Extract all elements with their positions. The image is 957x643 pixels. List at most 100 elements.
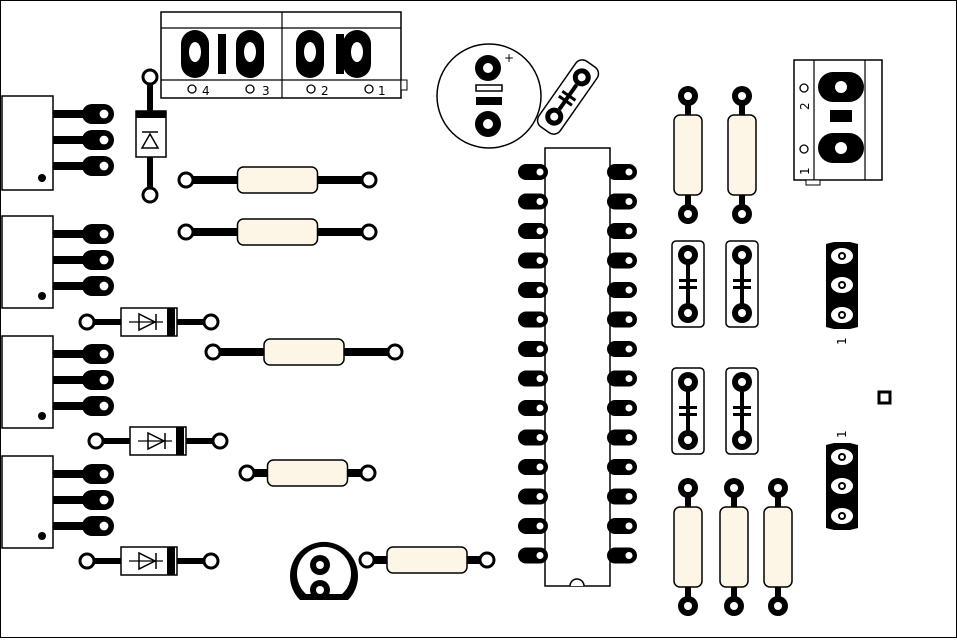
terminal-label-4: 4 [202, 84, 210, 98]
terminal-block-4pin: 4 3 2 1 [160, 11, 408, 99]
module-pin-3 [82, 276, 114, 296]
ic-pin-left-8 [518, 370, 548, 387]
module-pin-3 [82, 156, 114, 176]
solder-pad [678, 303, 698, 323]
ic-pin-right-13 [607, 518, 637, 534]
ic-pin-right-12 [607, 488, 637, 505]
module-pin-2 [82, 490, 114, 510]
ic-pin-right-10 [607, 429, 637, 446]
power-module-1 [1, 95, 114, 191]
ring-pad [78, 313, 96, 331]
tilted-capacitor [536, 59, 600, 135]
ring-pad [78, 552, 96, 570]
ic-socket-28pin [518, 147, 637, 587]
power-module-3 [1, 335, 114, 429]
module-pin-1 [82, 344, 114, 364]
ring-pad [360, 171, 378, 189]
ring-pad [204, 343, 222, 361]
ic-pin-right-9 [607, 400, 637, 416]
ring-pad [359, 464, 377, 482]
ic-pin-left-5 [518, 282, 548, 298]
ic-pin-right-14 [607, 547, 637, 564]
connector-label-2: 2 [798, 102, 812, 110]
terminal-divider-1 [336, 34, 344, 74]
module-pin-3 [82, 516, 114, 536]
solder-pad [724, 478, 744, 498]
ic-pin-left-12 [518, 488, 548, 505]
ceramic-capacitor-1 [671, 240, 705, 328]
terminal-divider-0 [218, 34, 226, 74]
test-point [877, 390, 892, 405]
terminal-hole-2 [306, 84, 316, 94]
ic-pin-left-9 [518, 400, 548, 416]
ic-pin-right-1 [607, 164, 637, 180]
ic-pin-left-14 [518, 547, 548, 564]
module-pin-2 [82, 250, 114, 270]
solder-pad [678, 245, 698, 265]
resistor-3 [204, 338, 404, 366]
ring-pad [87, 432, 105, 450]
ic-pin-left-11 [518, 459, 548, 475]
resistor-1 [177, 166, 378, 194]
terminal-screw-pad-4 [181, 30, 209, 78]
diode-2 [87, 426, 229, 456]
ring-pad [211, 432, 229, 450]
resistor-7 [727, 86, 757, 224]
ic-pin-right-2 [607, 193, 637, 210]
transistor-to92 [290, 541, 358, 600]
module-pin-2 [82, 130, 114, 150]
terminal-label-3: 3 [262, 84, 270, 98]
resistor-2 [177, 218, 378, 246]
resistor-4 [238, 459, 377, 487]
solder-pad [732, 204, 752, 224]
ring-pad [141, 68, 159, 86]
ic-pin-right-6 [607, 311, 637, 328]
solder-pad [678, 86, 698, 106]
ic-pin-left-6 [518, 311, 548, 328]
ic-pin-left-4 [518, 252, 548, 269]
diode-3 [78, 546, 220, 576]
ic-pin-left-13 [518, 518, 548, 534]
power-module-2 [1, 215, 114, 309]
terminal-screw-pad-3 [236, 30, 264, 78]
solder-pad [732, 303, 752, 323]
module-pin-3 [82, 396, 114, 416]
ic-pin-left-1 [518, 164, 548, 180]
polarity-plus: + [504, 51, 514, 65]
ic-pin-right-8 [607, 370, 637, 387]
ic-pin-right-7 [607, 341, 637, 357]
ic-pin-right-11 [607, 459, 637, 475]
resistor-10 [763, 478, 793, 616]
solder-pad [768, 596, 788, 616]
module-pin-2 [82, 370, 114, 390]
solder-pad [678, 478, 698, 498]
connector-label-1: 1 [798, 167, 812, 175]
ring-pad [202, 313, 220, 331]
solder-pad [678, 596, 698, 616]
solder-pad [678, 372, 698, 392]
three-pin-header-top: 1 [826, 242, 858, 345]
ring-pad [177, 171, 195, 189]
ring-pad [358, 551, 376, 569]
terminal-label-2: 2 [321, 84, 329, 98]
ceramic-capacitor-2 [725, 240, 759, 328]
resistor-9 [719, 478, 749, 616]
resistor-5 [358, 546, 496, 574]
header2-pin1-label: 1 [835, 430, 849, 438]
three-pin-header-bottom: 1 [826, 430, 858, 530]
resistor-8 [673, 478, 703, 616]
terminal-screw-pad-2 [296, 30, 324, 78]
terminal-hole-0 [187, 84, 197, 94]
ic-pin-right-4 [607, 252, 637, 269]
ring-pad [238, 464, 256, 482]
ring-pad [141, 186, 159, 204]
ring-pad [177, 223, 195, 241]
ceramic-capacitor-3 [671, 367, 705, 455]
terminal-hole-1 [245, 84, 255, 94]
terminal-block-2pin: 2 1 [793, 59, 883, 186]
resistor-6 [673, 86, 703, 224]
electrolytic-capacitor: + [436, 43, 542, 149]
ic-pin-left-10 [518, 429, 548, 446]
solder-pad [768, 478, 788, 498]
solder-pad [678, 430, 698, 450]
